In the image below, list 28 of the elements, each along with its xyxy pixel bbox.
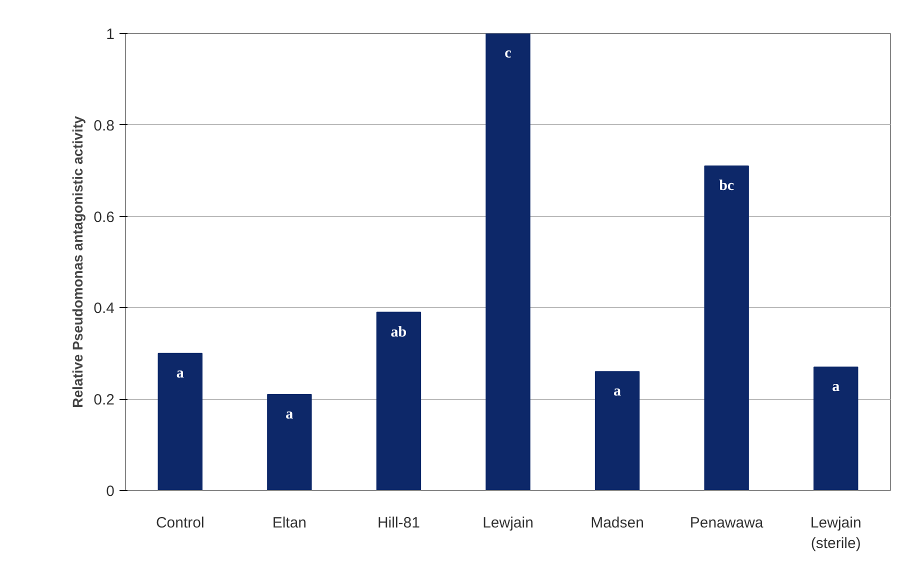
bar <box>158 352 202 490</box>
x-tick-label: Lewjain (sterile) <box>810 514 862 552</box>
bar <box>594 371 640 490</box>
bar <box>376 312 422 490</box>
data-label: c <box>504 46 512 62</box>
y-tick-label: 0.6 <box>94 208 115 226</box>
data-label: a <box>614 384 622 400</box>
data-label: ab <box>390 324 407 340</box>
x-tick-label: Control <box>156 514 204 532</box>
data-label: bc <box>719 178 734 194</box>
y-tick-label: 0.8 <box>94 117 115 134</box>
x-tick-label: Madsen <box>590 514 644 532</box>
y-tick-label: 1 <box>106 26 114 43</box>
data-label: a <box>832 379 840 396</box>
y-tick-label: 0.4 <box>94 300 115 318</box>
data-label: a <box>176 365 184 382</box>
x-tick-label: Hill-81 <box>377 514 420 532</box>
bar <box>486 34 530 490</box>
y-tick-label: 0.2 <box>94 392 115 409</box>
bar <box>704 166 749 490</box>
data-label: a <box>286 406 294 423</box>
bar <box>267 394 312 490</box>
x-tick-label: Lewjain <box>482 514 534 532</box>
y-axis-title: Relative Pseudomonas antagonistic activity <box>70 116 86 408</box>
x-tick-label: Eltan <box>272 514 307 532</box>
x-tick-label: Penawawa <box>690 514 764 532</box>
y-tick-label: 0 <box>106 483 114 500</box>
bar <box>814 366 858 490</box>
